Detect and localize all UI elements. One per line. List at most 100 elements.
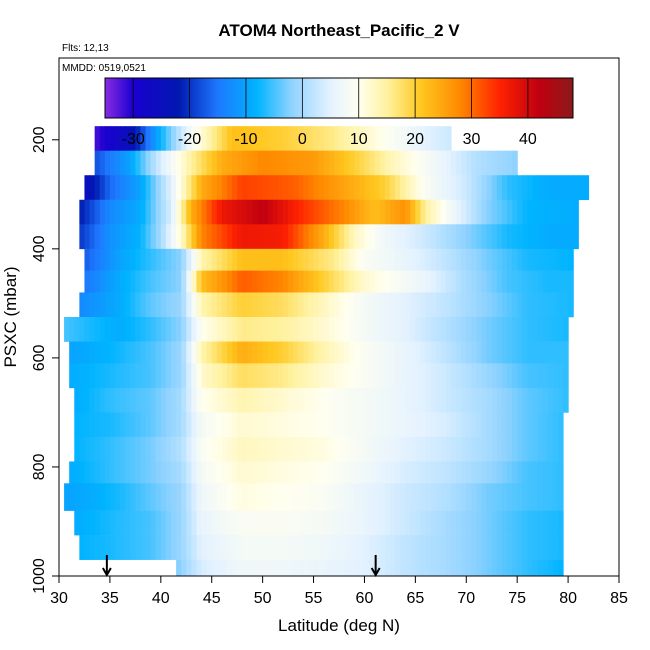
heatmap-cell: [486, 412, 493, 438]
heatmap-cell: [115, 199, 121, 225]
heatmap-cell: [206, 412, 213, 438]
heatmap-cell: [201, 224, 208, 250]
heatmap-cell: [79, 436, 86, 462]
heatmap-cell: [277, 175, 284, 201]
heatmap-cell: [171, 199, 177, 225]
heatmap-cell: [471, 150, 478, 176]
heatmap-cell: [425, 412, 432, 438]
heatmap-cell: [237, 270, 243, 293]
heatmap-cell: [135, 363, 142, 389]
heatmap-cell: [176, 535, 182, 560]
heatmap-cell: [328, 292, 335, 318]
heatmap-cell: [344, 341, 350, 364]
heatmap-cell: [435, 387, 442, 413]
heatmap-cell: [181, 483, 187, 511]
heatmap-cell: [456, 483, 462, 511]
heatmap-cell: [410, 224, 416, 250]
heatmap-cell: [288, 341, 294, 364]
heatmap-cell: [349, 224, 355, 250]
heatmap-cell: [364, 126, 371, 151]
heatmap-cell: [94, 483, 101, 511]
heatmap-cell: [298, 483, 304, 511]
heatmap-cell: [491, 510, 498, 536]
heatmap-cell: [196, 248, 203, 271]
heatmap-cell: [333, 270, 340, 293]
heatmap-cell: [262, 126, 269, 151]
heatmap-cell: [339, 461, 345, 484]
heatmap-cell: [563, 224, 569, 250]
heatmap-cell: [298, 199, 304, 225]
heatmap-cell: [221, 270, 228, 293]
heatmap-cell: [486, 317, 493, 342]
heatmap-cell: [277, 126, 284, 151]
heatmap-cell: [135, 461, 142, 484]
heatmap-cell: [84, 535, 91, 560]
heatmap-cell: [237, 483, 243, 511]
heatmap-cell: [160, 292, 167, 318]
heatmap-cell: [196, 150, 203, 176]
heatmap-cell: [130, 535, 136, 560]
heatmap-cell: [557, 387, 564, 413]
heatmap-cell: [94, 270, 101, 293]
heatmap-cell: [527, 436, 534, 462]
heatmap-cell: [252, 270, 259, 293]
heatmap-cell: [481, 483, 488, 511]
heatmap-cell: [440, 387, 447, 413]
heatmap-cell: [262, 461, 269, 484]
heatmap-cell: [552, 292, 559, 318]
heatmap-cell: [537, 363, 544, 389]
heatmap-cell: [135, 317, 142, 342]
heatmap-cell: [369, 126, 376, 151]
location-arrow: [101, 555, 112, 578]
heatmap-cell: [389, 535, 396, 560]
heatmap-cell: [384, 436, 391, 462]
heatmap-cell: [466, 150, 472, 176]
heatmap-cell: [557, 412, 564, 438]
heatmap-cell: [277, 412, 284, 438]
heatmap-cell: [160, 535, 167, 560]
heatmap-cell: [507, 559, 513, 577]
heatmap-cell: [135, 341, 142, 364]
heatmap-cell: [293, 363, 299, 389]
heatmap-cell: [308, 317, 315, 342]
heatmap-cell: [196, 270, 203, 293]
heatmap-cell: [201, 363, 208, 389]
heatmap-cell: [247, 199, 254, 225]
heatmap-cell: [501, 510, 508, 536]
heatmap-cell: [109, 270, 116, 293]
heatmap-cell: [125, 483, 131, 511]
heatmap-cell: [318, 199, 325, 225]
heatmap-cell: [364, 150, 371, 176]
heatmap-cell: [369, 248, 376, 271]
heatmap-cell: [237, 175, 243, 201]
heatmap-cell: [308, 483, 315, 511]
heatmap-cell: [552, 387, 559, 413]
heatmap-cell: [537, 224, 544, 250]
heatmap-cell: [389, 317, 396, 342]
heatmap-cell: [303, 248, 310, 271]
heatmap-cell: [425, 224, 432, 250]
heatmap-cell: [389, 412, 396, 438]
heatmap-cell: [420, 535, 427, 560]
heatmap-cell: [99, 387, 106, 413]
heatmap-cell: [186, 483, 192, 511]
heatmap-cell: [532, 387, 539, 413]
heatmap-cell: [369, 510, 376, 536]
heatmap-cell: [99, 292, 106, 318]
heatmap-cell: [349, 317, 355, 342]
heatmap-cell: [547, 510, 554, 536]
heatmap-cell: [552, 270, 559, 293]
heatmap-cell: [104, 363, 111, 389]
heatmap-cell: [369, 436, 376, 462]
heatmap-cell: [69, 317, 75, 342]
heatmap-cell: [216, 483, 223, 511]
heatmap-cell: [542, 510, 549, 536]
heatmap-cell: [186, 199, 192, 225]
heatmap-cell: [410, 436, 416, 462]
heatmap-cell: [242, 341, 248, 364]
heatmap-cell: [150, 224, 157, 250]
heatmap-cell: [221, 317, 228, 342]
heatmap-cell: [206, 175, 213, 201]
heatmap-cell: [145, 510, 152, 536]
heatmap-cell: [237, 412, 243, 438]
